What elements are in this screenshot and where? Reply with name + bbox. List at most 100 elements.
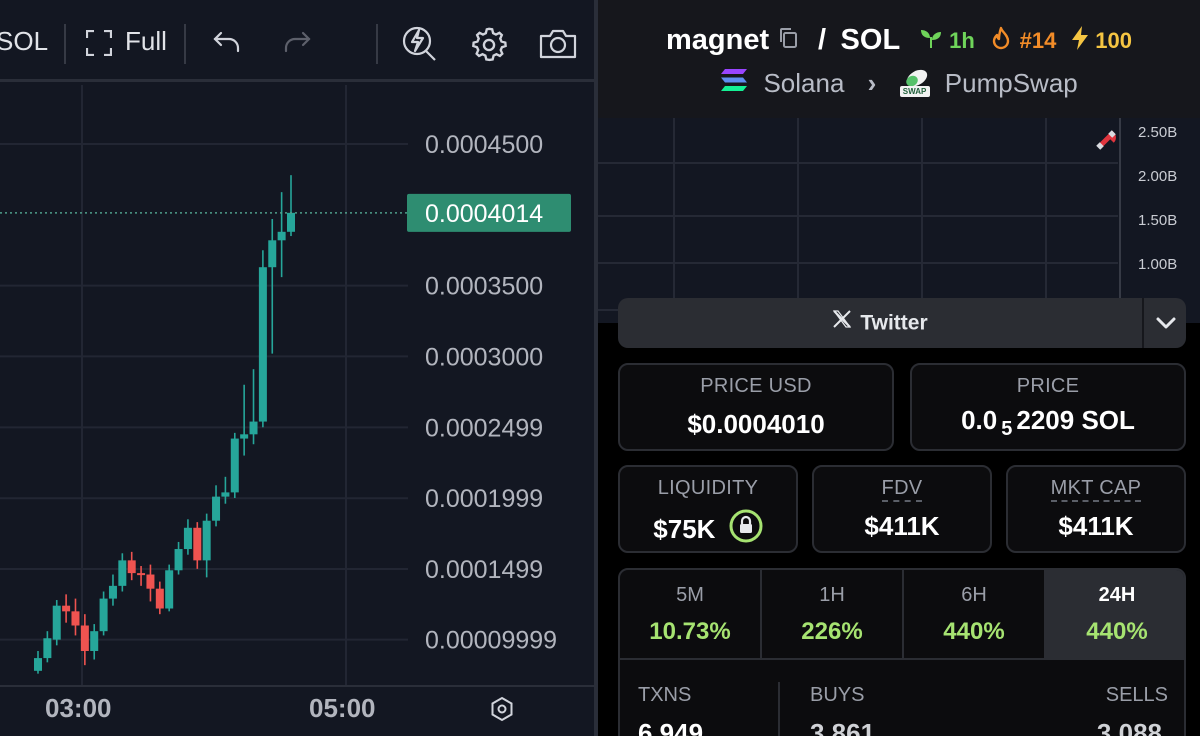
candle-body <box>127 560 136 574</box>
chain-link[interactable]: Solana <box>763 67 845 98</box>
social-dropdown-button[interactable] <box>1142 298 1186 348</box>
undo-icon[interactable] <box>212 30 242 59</box>
candle-body <box>258 267 267 422</box>
candle-body <box>287 212 295 232</box>
price-tick-label: 0.00009999 <box>425 627 557 655</box>
price-change-value: 10.73% <box>649 618 731 645</box>
tab-6h[interactable]: 6H 440% <box>904 570 1046 658</box>
buys-label: BUYS <box>810 684 865 706</box>
sells-value: 3,088 <box>1096 718 1162 736</box>
fdv-label[interactable]: FDV <box>814 477 990 502</box>
mktcap-label-text: MKT CAP <box>1050 477 1142 502</box>
fdv-label-text: FDV <box>881 477 923 502</box>
copy-icon[interactable] <box>778 27 798 54</box>
candle-body <box>268 240 277 268</box>
price-native-box: PRICE 0.0 5 2209 SOL <box>910 363 1186 451</box>
pane-divider[interactable] <box>594 0 598 736</box>
price-prefix: 0.0 <box>961 405 998 435</box>
toolbar-separator <box>184 24 186 64</box>
pair-slash: / <box>818 24 827 56</box>
pair-title-line: magnet / SOL 1h #14 <box>598 24 1200 57</box>
lightning-search-icon[interactable] <box>402 24 438 67</box>
txns-panel: TXNS 6,949 BUYS 3,861 SELLS 3,088 <box>618 660 1186 736</box>
pair-info-pane: magnet / SOL 1h #14 <box>598 0 1200 736</box>
mcap-tick-label: 1.00B <box>1138 256 1178 273</box>
candle-body <box>183 527 192 550</box>
dex-link[interactable]: PumpSwap <box>944 67 1078 98</box>
candle-body <box>62 605 71 612</box>
tab-24h[interactable]: 24H 440% <box>1046 570 1184 658</box>
candle-body <box>137 573 146 576</box>
candle-body <box>212 496 221 521</box>
txns-label: TXNS <box>638 684 692 706</box>
solana-icon <box>720 68 748 99</box>
time-tick-label: 05:00 <box>309 693 376 723</box>
price-tick-label: 0.0003000 <box>425 343 543 371</box>
mcap-tick-label: 1.50B <box>1138 212 1178 229</box>
magnet-icon <box>1094 124 1122 157</box>
price-native-label: PRICE <box>1016 375 1080 397</box>
fire-icon <box>991 26 1011 55</box>
redo-icon[interactable] <box>282 30 312 59</box>
chevron-down-icon <box>1156 317 1176 329</box>
price-usd-value: $0.0004010 <box>687 409 825 439</box>
sells-label: SELLS <box>1105 684 1168 706</box>
fullscreen-button[interactable]: Full <box>125 26 167 56</box>
tab-label: 6H <box>961 584 987 606</box>
tab-5m[interactable]: 5M 10.73% <box>620 570 762 658</box>
lightning-icon <box>1071 26 1089 55</box>
boost-count: 100 <box>1095 27 1133 53</box>
mktcap-value: $411K <box>1058 511 1134 541</box>
candle-body <box>90 631 99 651</box>
symbol-label[interactable]: SOL <box>0 26 49 56</box>
quote-symbol: SOL <box>840 24 901 56</box>
price-tick-label: 0.0001499 <box>425 556 543 584</box>
chart-settings-icon[interactable] <box>488 695 516 728</box>
lock-icon[interactable] <box>729 509 763 550</box>
price-tick-label: 0.0003500 <box>425 273 543 301</box>
candle-body <box>52 605 61 640</box>
price-tick-label: 0.0002499 <box>425 414 543 442</box>
dex-badge-text: SWAP <box>902 87 927 97</box>
candlestick-chart[interactable]: 0.0004500 0.0003500 0.0003000 0.0002499 0.00… <box>0 85 594 685</box>
candle-body <box>146 574 155 589</box>
social-links-bar: Twitter <box>618 298 1186 348</box>
txns-separator <box>778 682 780 736</box>
fdv-value: $411K <box>864 511 940 541</box>
candle-body <box>230 438 239 493</box>
twitter-button[interactable]: Twitter <box>618 298 1142 348</box>
tab-label: 1H <box>819 584 845 606</box>
toolbar-separator <box>376 24 378 64</box>
chart-pane: SOL Full <box>0 0 594 736</box>
mktcap-label[interactable]: MKT CAP <box>1008 477 1184 502</box>
candle-body <box>155 588 164 609</box>
price-tick-label: 0.0001999 <box>425 485 543 513</box>
price-change-value: 440% <box>943 618 1005 645</box>
candle-body <box>99 598 108 632</box>
price-usd-label: PRICE USD <box>700 375 812 397</box>
fullscreen-icon[interactable] <box>85 29 113 61</box>
candle-body <box>118 560 127 586</box>
tab-1h[interactable]: 1H 226% <box>762 570 904 658</box>
liquidity-label: LIQUIDITY <box>657 477 759 499</box>
twitter-label: Twitter <box>860 311 928 335</box>
mktcap-box: MKT CAP $411K <box>1006 465 1186 553</box>
pair-age: 1h <box>949 27 975 53</box>
candle-body <box>277 231 286 241</box>
timeframe-tabs: 5M 10.73% 1H 226% 6H 440% 24H 440% <box>618 568 1186 660</box>
time-axis: 03:00 05:00 <box>0 685 594 736</box>
liquidity-box: LIQUIDITY $75K <box>618 465 798 553</box>
candle-body <box>240 434 249 439</box>
candle-body <box>249 421 258 435</box>
camera-icon[interactable] <box>538 28 578 65</box>
liquidity-value: $75K <box>653 514 716 544</box>
gear-icon[interactable] <box>470 26 508 69</box>
candle-body <box>174 549 183 571</box>
fdv-box: FDV $411K <box>812 465 992 553</box>
price-zero-count: 5 <box>1001 418 1013 441</box>
candle-body <box>34 658 42 671</box>
x-logo-icon <box>832 298 852 348</box>
candle-body <box>202 520 211 561</box>
chart-toolbar: SOL Full <box>0 0 594 82</box>
candle-body <box>71 611 80 626</box>
